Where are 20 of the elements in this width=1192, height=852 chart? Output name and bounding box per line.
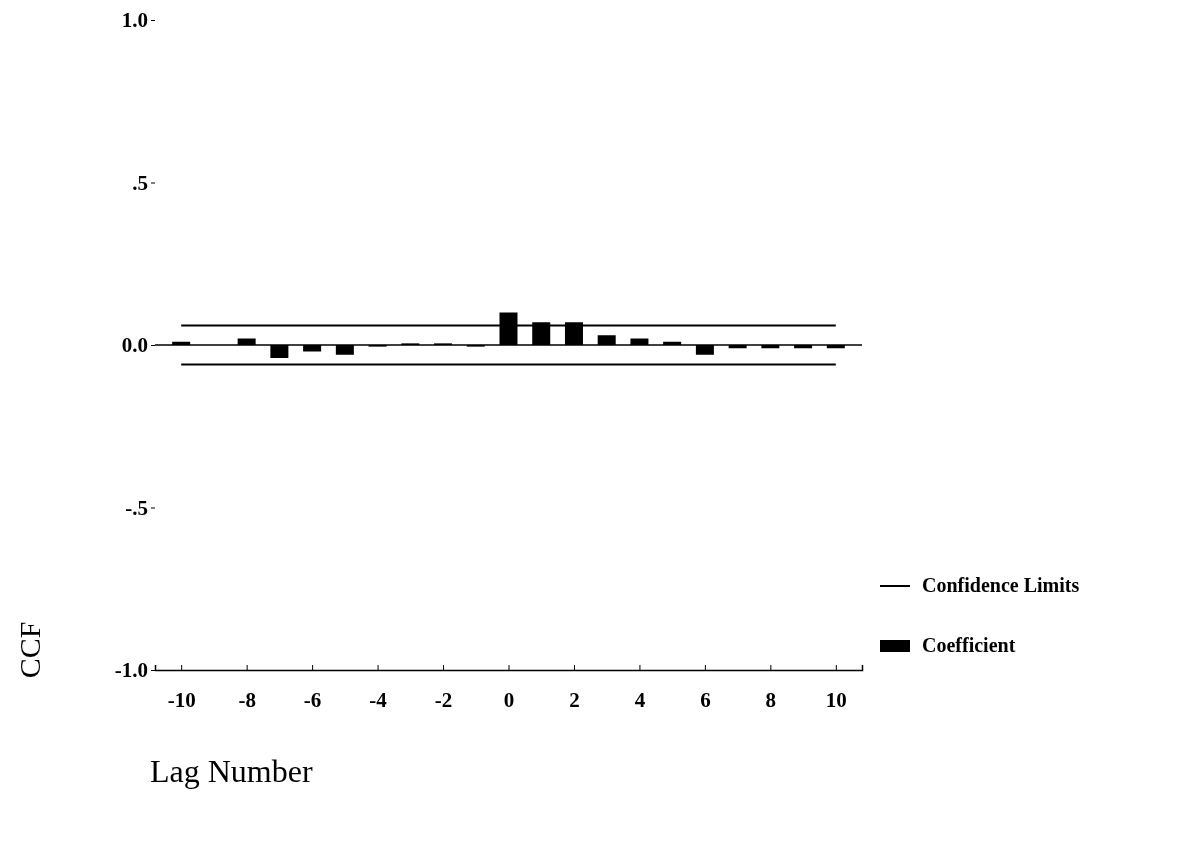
x-tick-label: 6: [700, 687, 711, 712]
y-axis-title: CCF: [13, 621, 46, 679]
x-tick-label: 2: [569, 687, 580, 712]
x-tick-label: -2: [434, 687, 453, 712]
x-tick-label: -4: [369, 687, 388, 712]
x-tick-label: -10: [167, 687, 196, 712]
x-tick-label: -8: [238, 687, 256, 712]
x-tick-label: 4: [634, 687, 646, 712]
y-tick-label: 1.0: [121, 8, 148, 33]
x-tick-label: -6: [303, 687, 322, 712]
y-tick-label: -.5: [125, 495, 148, 520]
x-tick-label: 10: [825, 687, 847, 712]
x-tick-label: 8: [765, 687, 777, 712]
x-tick-label: 0: [503, 687, 515, 712]
y-tick-label: .5: [132, 170, 148, 195]
y-tick-label: 0.0: [121, 333, 148, 358]
legend-label: Confidence Limits: [922, 574, 1080, 596]
y-tick-label: -1.0: [114, 658, 148, 683]
legend-label: Coefficient: [922, 634, 1016, 656]
x-axis-title: Lag Number: [150, 753, 313, 789]
